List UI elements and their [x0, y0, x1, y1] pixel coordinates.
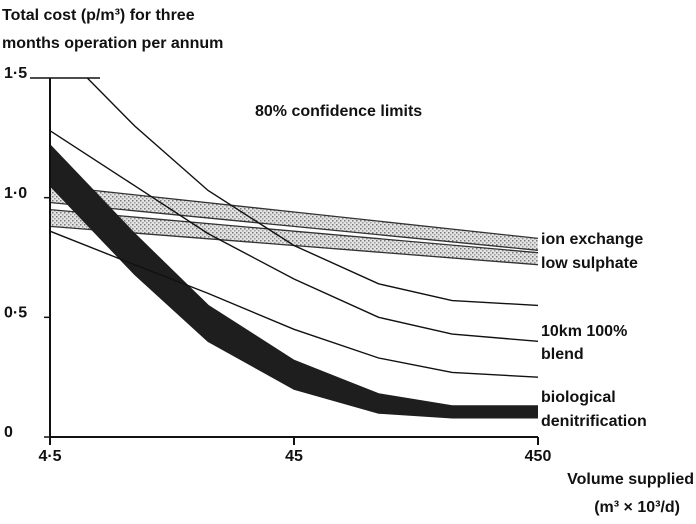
annotation: denitrification — [541, 413, 647, 430]
band-edge — [49, 185, 538, 419]
band-edge — [49, 144, 538, 407]
y-axis-title: Total cost (p/m³) for three — [2, 7, 195, 24]
curve — [49, 130, 539, 342]
annotation: blend — [541, 346, 584, 363]
x-tick-label: 45 — [285, 448, 303, 465]
band-edge — [49, 208, 539, 254]
annotation: ion exchange — [541, 231, 643, 248]
annotation: low sulphate — [541, 255, 638, 272]
band-fill — [50, 145, 538, 418]
curve — [86, 77, 539, 307]
x-tick-label: 450 — [525, 448, 552, 465]
curve — [49, 230, 539, 378]
band-fill — [50, 185, 538, 251]
band-fill — [50, 209, 538, 265]
y-tick-label: 0·5 — [4, 305, 27, 322]
y-tick-label: 1·0 — [4, 185, 27, 202]
x-axis-title: (m³ × 10³/d) — [594, 499, 680, 516]
annotation: biological — [541, 389, 616, 406]
y-axis-title: months operation per annum — [2, 35, 223, 52]
x-tick-label: 4·5 — [38, 448, 61, 465]
annotation: 80% confidence limits — [255, 103, 422, 120]
y-tick-label: 0 — [4, 424, 13, 441]
annotation: 10km 100% — [541, 323, 627, 340]
x-axis-title: Volume supplied — [567, 471, 694, 488]
band-edge — [49, 201, 539, 251]
y-tick-label: 1·5 — [4, 65, 27, 82]
band-edge — [49, 185, 539, 240]
